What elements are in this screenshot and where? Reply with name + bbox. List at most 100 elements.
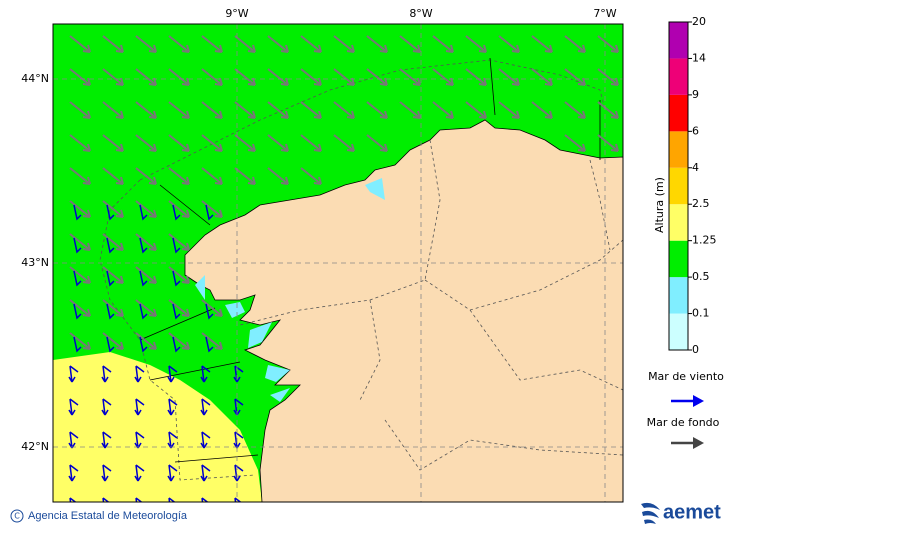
wind-arrow bbox=[233, 365, 244, 383]
swell-arrow bbox=[465, 35, 487, 53]
wind-barb bbox=[205, 303, 214, 320]
colorbar-label: 1.25 bbox=[692, 234, 717, 247]
swell-arrow bbox=[399, 35, 421, 53]
wind-arrow bbox=[134, 464, 145, 482]
swell-arrow bbox=[102, 167, 124, 185]
wind-barb bbox=[73, 303, 82, 320]
swell-arrow bbox=[201, 200, 223, 218]
swell-arrow bbox=[465, 68, 487, 86]
swell-arrow bbox=[168, 299, 190, 317]
colorbar-band bbox=[669, 94, 688, 132]
swell-arrow bbox=[333, 101, 355, 119]
colorbar-label: 0 bbox=[692, 343, 699, 356]
lon-label: 7°W bbox=[593, 7, 616, 20]
swell-arrow bbox=[102, 266, 124, 284]
colorbar-band bbox=[669, 58, 688, 95]
swell-arrow bbox=[69, 299, 91, 317]
footer-credit: Agencia Estatal de Meteorología bbox=[28, 510, 188, 522]
colorbar-label: 20 bbox=[692, 15, 706, 28]
logo-text: aemet bbox=[663, 501, 721, 523]
graticule bbox=[53, 24, 623, 502]
swell-arrow bbox=[234, 101, 256, 119]
swell-arrow bbox=[432, 35, 454, 53]
wind-arrow bbox=[200, 398, 211, 416]
wind-arrow bbox=[167, 431, 178, 449]
wind-arrow bbox=[134, 365, 145, 383]
colorbar-band bbox=[669, 313, 688, 350]
wind-arrow bbox=[233, 464, 244, 482]
swell-arrow bbox=[531, 101, 553, 119]
wind-barb bbox=[73, 336, 82, 353]
swell-arrow bbox=[135, 134, 157, 152]
swell-arrow bbox=[102, 101, 124, 119]
swell-arrow bbox=[671, 437, 704, 449]
wind-arrow bbox=[233, 431, 244, 449]
swell-arrow bbox=[399, 68, 421, 86]
swell-arrow bbox=[366, 35, 388, 53]
swell-arrow bbox=[267, 101, 289, 119]
swell-arrow bbox=[498, 35, 520, 53]
swell-arrow bbox=[168, 266, 190, 284]
swell-arrow bbox=[168, 332, 190, 350]
swell-arrow bbox=[135, 266, 157, 284]
wind-arrow bbox=[167, 398, 178, 416]
swell-arrow bbox=[564, 134, 586, 152]
colorbar-band bbox=[669, 204, 688, 241]
colorbar-band bbox=[669, 167, 688, 205]
swell-arrow bbox=[498, 101, 520, 119]
colorbar-band bbox=[669, 131, 688, 168]
swell-arrow bbox=[102, 68, 124, 86]
colorbar-band bbox=[669, 240, 688, 278]
wind-barb bbox=[139, 336, 148, 353]
swell-arrow bbox=[135, 200, 157, 218]
swell-arrow bbox=[366, 134, 388, 152]
swell-arrow bbox=[267, 134, 289, 152]
wind-barb bbox=[106, 303, 115, 320]
swell-arrow bbox=[69, 68, 91, 86]
colorbar-band bbox=[669, 22, 688, 59]
swell-arrow bbox=[102, 299, 124, 317]
legend-wind: Mar de viento bbox=[648, 370, 724, 383]
swell-arrow bbox=[564, 101, 586, 119]
colorbar-band bbox=[669, 277, 688, 314]
swell-arrow bbox=[69, 134, 91, 152]
swell-arrow bbox=[102, 35, 124, 53]
wind-barb bbox=[73, 270, 82, 287]
wind-arrow bbox=[134, 431, 145, 449]
swell-arrow bbox=[333, 134, 355, 152]
swell-arrow bbox=[69, 200, 91, 218]
wind-arrow bbox=[101, 464, 112, 482]
colorbar-label: 2.5 bbox=[692, 197, 710, 210]
swell-arrow bbox=[168, 134, 190, 152]
swell-arrow bbox=[564, 68, 586, 86]
swell-arrow bbox=[267, 35, 289, 53]
colorbar-label: 0.5 bbox=[692, 270, 710, 283]
wind-barb bbox=[139, 270, 148, 287]
wind-barb bbox=[106, 270, 115, 287]
wind-arrow bbox=[671, 395, 704, 407]
wind-arrow bbox=[167, 464, 178, 482]
swell-arrow bbox=[168, 233, 190, 251]
colorbar-label: 4 bbox=[692, 161, 699, 174]
wind-arrow bbox=[68, 365, 79, 383]
wind-barb bbox=[172, 303, 181, 320]
swell-arrow bbox=[465, 101, 487, 119]
copyright-icon bbox=[10, 509, 24, 523]
colorbar-label: 14 bbox=[692, 51, 706, 64]
wind-barb bbox=[139, 303, 148, 320]
colorbar-label: 6 bbox=[692, 124, 699, 137]
swell-arrow bbox=[135, 35, 157, 53]
swell-arrow bbox=[597, 35, 619, 53]
swell-arrow bbox=[300, 35, 322, 53]
wind-barb bbox=[172, 336, 181, 353]
swell-arrow bbox=[168, 68, 190, 86]
swell-arrow bbox=[69, 101, 91, 119]
swell-arrow bbox=[267, 167, 289, 185]
legend-swell: Mar de fondo bbox=[647, 416, 720, 429]
swell-arrow bbox=[69, 233, 91, 251]
swell-arrow bbox=[135, 101, 157, 119]
swell-arrow bbox=[102, 134, 124, 152]
swell-arrow bbox=[234, 35, 256, 53]
wind-barb bbox=[106, 336, 115, 353]
swell-arrow bbox=[135, 167, 157, 185]
